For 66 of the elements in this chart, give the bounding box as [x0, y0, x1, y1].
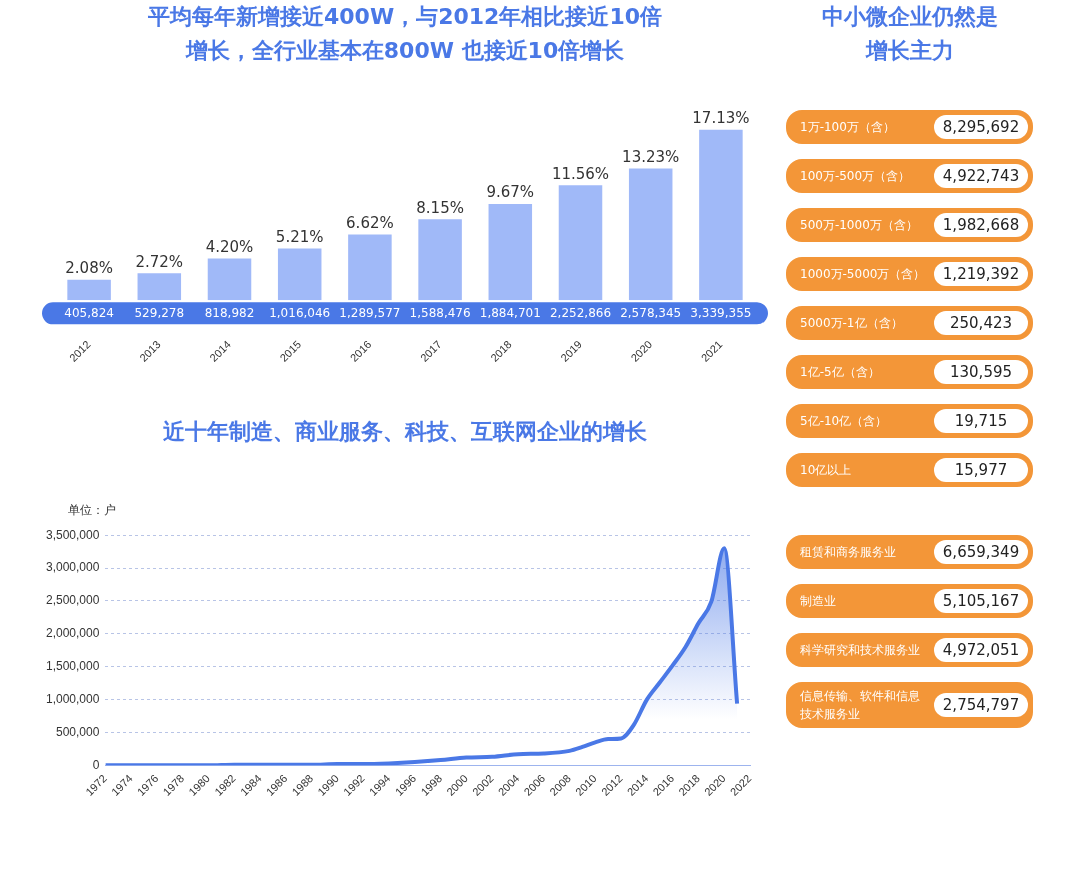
category-label: 5亿-10亿（含）	[800, 413, 889, 430]
y-tick-label: 3,000,000	[45, 560, 100, 575]
bar	[418, 219, 462, 301]
text: 4,922,743	[942, 167, 1020, 185]
data-label: 4.20%	[205, 237, 254, 256]
category-label: 5000万-1亿（含）	[800, 315, 904, 332]
bar	[348, 234, 392, 301]
bar	[277, 248, 322, 301]
text: 4,972,051	[942, 641, 1020, 659]
text: 2,754,797	[942, 696, 1020, 714]
bar	[67, 279, 111, 301]
chart-title: 平均每年新增接近400W，与2012年相比接近10倍增长，全行业基本在800W 也接近10倍增长	[146, 3, 663, 65]
y-tick-label: 1,500,000	[45, 659, 100, 674]
category-label: 500万-1000万（含）	[800, 217, 919, 234]
data-label: 13.23%	[622, 147, 680, 166]
text: 405,824	[64, 306, 114, 321]
text: 19,715	[954, 412, 1008, 430]
text: 5,105,167	[942, 592, 1020, 610]
category-label: 10亿以上	[800, 462, 853, 479]
text: 250,423	[949, 314, 1013, 332]
bar	[699, 129, 743, 301]
data-label: 6.62%	[346, 213, 394, 232]
bar	[207, 258, 252, 301]
y-tick-label: 1,000,000	[45, 691, 100, 706]
text: 1,219,392	[942, 265, 1020, 283]
text: 818,982	[204, 306, 255, 321]
y-axis-title: 单位：户	[68, 502, 116, 519]
y-tick-label: 3,500,000	[45, 527, 100, 542]
data-label: 2.72%	[135, 252, 184, 271]
y-tick-label: 2,500,000	[45, 593, 100, 608]
text: 8,295,692	[942, 118, 1020, 136]
data-label: 9.67%	[486, 183, 535, 202]
data-label: 17.13%	[692, 109, 750, 128]
text: 1,289,577	[339, 306, 401, 321]
bar	[137, 273, 182, 301]
data-label: 8.15%	[416, 198, 464, 217]
category-label: 科学研究和技术服务业	[800, 642, 921, 659]
y-tick-label: 0	[92, 757, 100, 772]
text: 2,578,345	[620, 306, 682, 321]
text: 1,884,701	[479, 306, 541, 321]
text: 529,278	[134, 306, 185, 321]
category-label: 100万-500万（含）	[800, 168, 912, 185]
data-label: 2.08%	[65, 259, 113, 278]
text: 130,595	[949, 363, 1013, 381]
category-label: 1亿-5亿（含）	[800, 364, 881, 381]
category-label: 1万-100万（含）	[800, 119, 896, 136]
data-label: 5.21%	[275, 227, 324, 246]
bar	[558, 185, 603, 301]
y-tick-label: 500,000	[55, 724, 100, 739]
category-label: 信息传输、软件和信息技术服务业	[800, 688, 921, 723]
category-label: 1000万-5000万（含）	[800, 266, 927, 283]
data-label: 11.56%	[551, 164, 610, 183]
text: 6,659,349	[942, 543, 1020, 561]
text: 3,339,355	[690, 306, 752, 321]
bar	[488, 204, 533, 301]
text: 15,977	[954, 461, 1008, 479]
chart-title: 近十年制造、商业服务、科技、互联网企业的增长	[162, 418, 648, 446]
text: 1,588,476	[409, 306, 471, 321]
text: 1,016,046	[269, 306, 331, 321]
category-label: 制造业	[800, 593, 837, 610]
text: 2,252,866	[549, 306, 612, 321]
bar	[628, 168, 673, 301]
y-tick-label: 2,000,000	[45, 626, 100, 641]
category-label: 租赁和商务服务业	[800, 544, 897, 561]
text: 1,982,668	[942, 216, 1020, 234]
text: 中小微企业仍然是增长主力	[821, 3, 999, 65]
